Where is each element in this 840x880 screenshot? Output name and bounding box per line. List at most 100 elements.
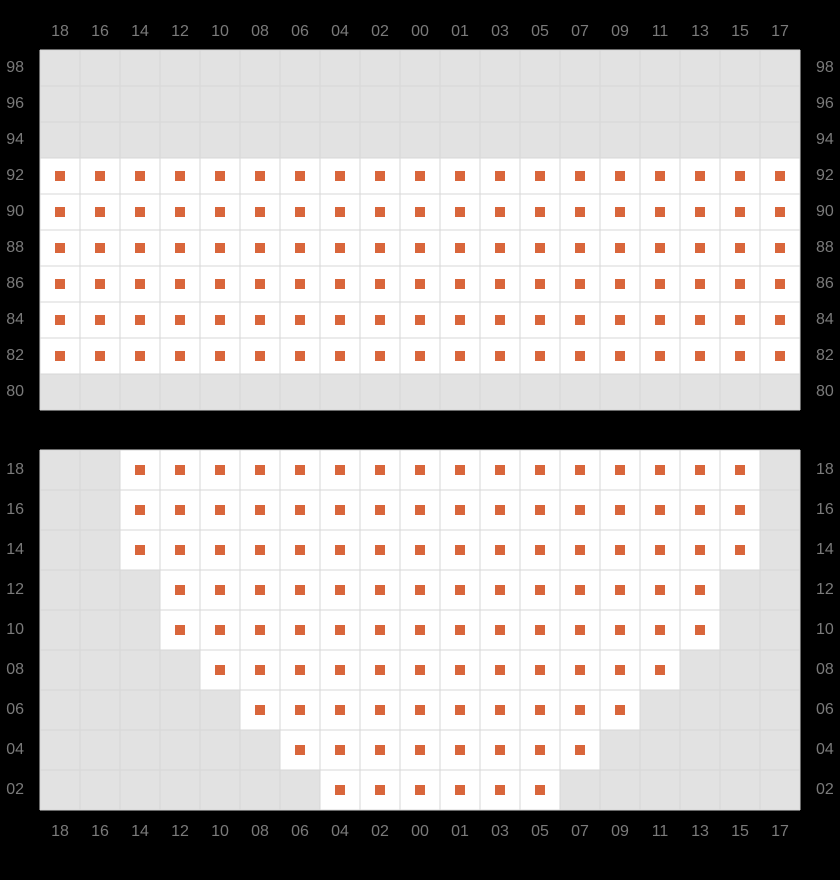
seat-marker[interactable]	[495, 207, 505, 217]
seat-marker[interactable]	[615, 705, 625, 715]
seat-marker[interactable]	[255, 315, 265, 325]
seat-marker[interactable]	[375, 279, 385, 289]
seat-marker[interactable]	[615, 585, 625, 595]
seat-marker[interactable]	[575, 585, 585, 595]
seat-marker[interactable]	[415, 585, 425, 595]
seat-marker[interactable]	[55, 351, 65, 361]
seat-marker[interactable]	[255, 207, 265, 217]
seat-marker[interactable]	[335, 785, 345, 795]
seat-marker[interactable]	[135, 315, 145, 325]
seat-marker[interactable]	[175, 585, 185, 595]
seat-marker[interactable]	[695, 171, 705, 181]
seat-marker[interactable]	[455, 279, 465, 289]
seat-marker[interactable]	[575, 665, 585, 675]
seat-marker[interactable]	[655, 545, 665, 555]
seat-marker[interactable]	[735, 545, 745, 555]
seat-marker[interactable]	[375, 465, 385, 475]
seat-marker[interactable]	[335, 745, 345, 755]
seat-marker[interactable]	[615, 171, 625, 181]
seat-marker[interactable]	[615, 465, 625, 475]
seat-marker[interactable]	[495, 665, 505, 675]
seat-marker[interactable]	[775, 243, 785, 253]
seat-marker[interactable]	[535, 207, 545, 217]
seat-marker[interactable]	[655, 585, 665, 595]
seat-marker[interactable]	[735, 207, 745, 217]
seat-marker[interactable]	[415, 665, 425, 675]
seat-marker[interactable]	[175, 625, 185, 635]
seat-marker[interactable]	[455, 171, 465, 181]
seat-marker[interactable]	[135, 465, 145, 475]
seat-marker[interactable]	[295, 315, 305, 325]
seat-marker[interactable]	[295, 545, 305, 555]
seat-marker[interactable]	[535, 705, 545, 715]
seat-marker[interactable]	[615, 625, 625, 635]
seat-marker[interactable]	[575, 505, 585, 515]
seat-marker[interactable]	[695, 207, 705, 217]
seat-marker[interactable]	[135, 545, 145, 555]
seat-marker[interactable]	[335, 315, 345, 325]
seat-marker[interactable]	[55, 243, 65, 253]
seat-marker[interactable]	[135, 207, 145, 217]
seat-marker[interactable]	[535, 351, 545, 361]
seat-marker[interactable]	[415, 465, 425, 475]
seat-marker[interactable]	[255, 545, 265, 555]
seat-marker[interactable]	[615, 351, 625, 361]
seat-marker[interactable]	[495, 279, 505, 289]
seat-marker[interactable]	[415, 243, 425, 253]
seat-marker[interactable]	[375, 585, 385, 595]
seat-marker[interactable]	[215, 279, 225, 289]
seat-marker[interactable]	[415, 315, 425, 325]
seat-marker[interactable]	[135, 171, 145, 181]
seat-marker[interactable]	[295, 625, 305, 635]
seat-marker[interactable]	[335, 351, 345, 361]
seat-marker[interactable]	[415, 171, 425, 181]
seat-marker[interactable]	[735, 171, 745, 181]
seat-marker[interactable]	[695, 315, 705, 325]
seat-marker[interactable]	[655, 207, 665, 217]
seat-marker[interactable]	[375, 705, 385, 715]
seat-marker[interactable]	[215, 465, 225, 475]
seat-marker[interactable]	[575, 171, 585, 181]
seat-marker[interactable]	[695, 243, 705, 253]
seat-marker[interactable]	[255, 625, 265, 635]
seat-marker[interactable]	[295, 745, 305, 755]
seat-marker[interactable]	[495, 505, 505, 515]
seat-marker[interactable]	[735, 279, 745, 289]
seat-marker[interactable]	[415, 351, 425, 361]
seat-marker[interactable]	[335, 207, 345, 217]
seat-marker[interactable]	[295, 171, 305, 181]
seat-marker[interactable]	[455, 207, 465, 217]
seat-marker[interactable]	[215, 585, 225, 595]
seat-marker[interactable]	[175, 315, 185, 325]
seat-marker[interactable]	[495, 585, 505, 595]
seat-marker[interactable]	[655, 625, 665, 635]
seat-marker[interactable]	[375, 625, 385, 635]
seat-marker[interactable]	[175, 207, 185, 217]
seat-marker[interactable]	[295, 665, 305, 675]
seat-marker[interactable]	[95, 351, 105, 361]
seat-marker[interactable]	[455, 505, 465, 515]
seat-marker[interactable]	[455, 625, 465, 635]
seat-marker[interactable]	[415, 505, 425, 515]
seat-marker[interactable]	[615, 665, 625, 675]
seat-marker[interactable]	[415, 785, 425, 795]
seat-marker[interactable]	[575, 465, 585, 475]
seat-marker[interactable]	[655, 243, 665, 253]
seat-marker[interactable]	[375, 545, 385, 555]
seat-marker[interactable]	[615, 315, 625, 325]
seat-marker[interactable]	[95, 315, 105, 325]
seat-marker[interactable]	[575, 705, 585, 715]
seat-marker[interactable]	[55, 315, 65, 325]
seat-marker[interactable]	[95, 243, 105, 253]
seat-marker[interactable]	[215, 207, 225, 217]
seat-marker[interactable]	[215, 243, 225, 253]
seat-marker[interactable]	[495, 745, 505, 755]
seat-marker[interactable]	[255, 171, 265, 181]
seat-marker[interactable]	[335, 625, 345, 635]
seat-marker[interactable]	[655, 279, 665, 289]
seat-marker[interactable]	[95, 279, 105, 289]
seat-marker[interactable]	[535, 279, 545, 289]
seat-marker[interactable]	[455, 545, 465, 555]
seat-marker[interactable]	[255, 243, 265, 253]
seat-marker[interactable]	[455, 243, 465, 253]
